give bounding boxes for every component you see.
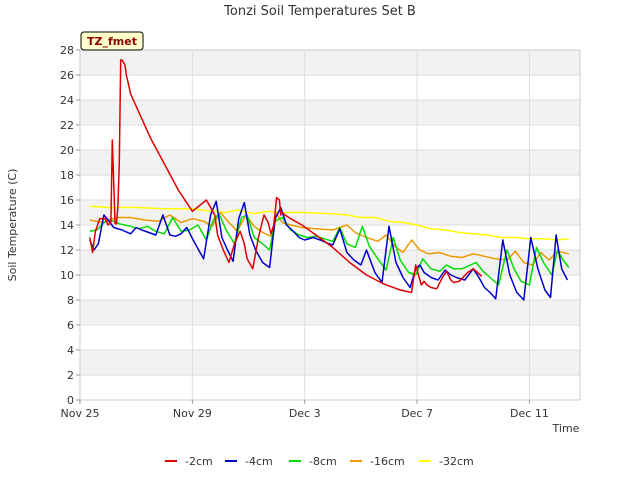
y-tick-label: 8 <box>67 294 74 307</box>
legend-label: -32cm <box>439 455 474 468</box>
y-tick-label: 4 <box>67 344 74 357</box>
x-tick-label: Nov 25 <box>61 407 100 420</box>
chart-title: Tonzi Soil Temperatures Set B <box>223 4 416 19</box>
legend-label: -2cm <box>185 455 213 468</box>
plot-band <box>80 350 580 375</box>
legend-item: -4cm <box>225 455 273 468</box>
legend-label: -4cm <box>245 455 273 468</box>
y-tick-label: 2 <box>67 369 74 382</box>
legend-item: -2cm <box>165 455 213 468</box>
x-tick-label: Dec 3 <box>289 407 321 420</box>
legend-badge: TZ_fmet <box>80 31 144 51</box>
series-layer <box>89 59 570 301</box>
series-line-32cm <box>89 205 569 241</box>
legend-label: -16cm <box>370 455 405 468</box>
y-tick-label: 28 <box>60 44 74 57</box>
y-tick-label: 22 <box>60 119 74 132</box>
y-tick-label: 10 <box>60 269 74 282</box>
legend-label: -8cm <box>309 455 337 468</box>
x-tick-label: Dec 7 <box>401 407 433 420</box>
plot-band <box>80 50 580 75</box>
legend-badge-text: TZ_fmet <box>87 35 137 48</box>
plot-band <box>80 75 580 100</box>
x-axis-label: Time <box>552 422 580 435</box>
plot-band <box>80 325 580 350</box>
series-line-8cm <box>89 213 570 286</box>
series-line-4cm <box>89 200 569 301</box>
x-tick-label: Nov 29 <box>173 407 212 420</box>
y-axis-label: Soil Temperature (C) <box>6 169 19 282</box>
legend-item: -16cm <box>350 455 405 468</box>
legend-item: -8cm <box>289 455 337 468</box>
plot-band <box>80 275 580 300</box>
y-tick-label: 24 <box>60 94 74 107</box>
y-tick-label: 0 <box>67 394 74 407</box>
plot-band <box>80 175 580 200</box>
plot-band <box>80 300 580 325</box>
y-tick-label: 14 <box>60 219 74 232</box>
legend-item: -32cm <box>419 455 474 468</box>
plot-band <box>80 100 580 125</box>
y-tick-label: 18 <box>60 169 74 182</box>
y-tick-label: 20 <box>60 144 74 157</box>
x-tick-label: Dec 11 <box>510 407 549 420</box>
plot-band <box>80 250 580 275</box>
y-tick-label: 12 <box>60 244 74 257</box>
legend-badge-box <box>80 31 144 51</box>
plot-band <box>80 125 580 150</box>
legend: -2cm -4cm -8cm -16cm -32cm <box>165 455 474 468</box>
plot-band <box>80 200 580 225</box>
y-tick-label: 26 <box>60 69 74 82</box>
y-tick-label: 6 <box>67 319 74 332</box>
plot-band <box>80 150 580 175</box>
plot-band <box>80 375 580 400</box>
y-tick-label: 16 <box>60 194 74 207</box>
x-axis-ticks: Nov 25 Nov 29 Dec 3 Dec 7 Dec 11 <box>61 400 549 420</box>
series-line-2cm <box>89 59 483 294</box>
